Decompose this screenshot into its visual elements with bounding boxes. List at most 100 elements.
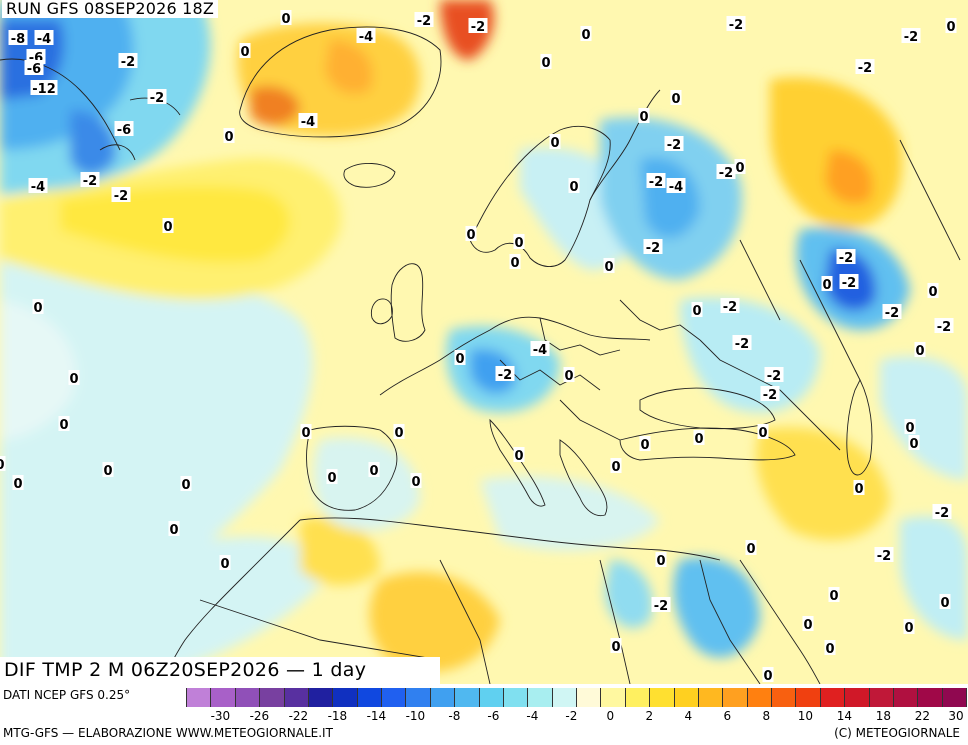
scale-tick-label: 8 <box>762 709 771 723</box>
contour-label: 0 <box>180 476 192 493</box>
svg-text:0: 0 <box>301 426 310 441</box>
svg-text:0: 0 <box>220 557 229 572</box>
svg-text:-4: -4 <box>37 32 51 47</box>
svg-text:0: 0 <box>854 482 863 497</box>
contour-label: 0 <box>610 638 622 655</box>
svg-text:0: 0 <box>514 449 523 464</box>
contour-label: 0 <box>223 128 235 145</box>
contour-label: -4 <box>666 178 686 195</box>
svg-text:0: 0 <box>541 56 550 71</box>
svg-text:-4: -4 <box>669 180 683 195</box>
contour-label: 0 <box>513 447 525 464</box>
svg-text:0: 0 <box>163 220 172 235</box>
color-swatch <box>625 688 651 707</box>
scale-tick-label: 30 <box>948 709 964 723</box>
svg-text:-2: -2 <box>877 549 891 564</box>
color-swatch <box>796 688 821 707</box>
contour-label: 0 <box>168 521 180 538</box>
svg-text:-2: -2 <box>729 18 743 33</box>
svg-text:0: 0 <box>569 180 578 195</box>
svg-text:0: 0 <box>940 596 949 611</box>
contour-label: 0 <box>745 540 757 557</box>
svg-text:-4: -4 <box>301 115 315 130</box>
contour-label: 0 <box>540 54 552 71</box>
scale-tick-label: -30 <box>210 709 231 723</box>
svg-text:0: 0 <box>915 344 924 359</box>
svg-text:-2: -2 <box>649 175 663 190</box>
svg-text:-8: -8 <box>11 32 25 47</box>
svg-text:-2: -2 <box>471 20 485 35</box>
contour-label: -2 <box>720 298 740 315</box>
svg-text:-2: -2 <box>114 189 128 204</box>
svg-text:0: 0 <box>466 228 475 243</box>
contour-label: 0 <box>828 587 840 604</box>
svg-text:0: 0 <box>103 464 112 479</box>
scale-tick-label: 18 <box>875 709 892 723</box>
scale-tick-label: -2 <box>565 709 578 723</box>
contour-label: 0 <box>939 594 951 611</box>
contour-label: 0 <box>757 424 769 441</box>
contour-label: -2 <box>111 187 131 204</box>
svg-text:0: 0 <box>564 369 573 384</box>
contour-label: 0 <box>326 469 338 486</box>
contour-label: -2 <box>651 597 671 614</box>
svg-text:0: 0 <box>763 669 772 684</box>
color-swatch <box>284 688 309 707</box>
color-swatch <box>235 688 261 707</box>
svg-text:-2: -2 <box>842 276 856 291</box>
svg-text:-12: -12 <box>32 82 56 97</box>
contour-label: -2 <box>147 89 167 106</box>
color-swatch <box>918 688 943 707</box>
contour-label: 0 <box>655 552 667 569</box>
svg-text:0: 0 <box>281 12 290 27</box>
contour-label: -4 <box>28 178 48 195</box>
color-swatch <box>674 688 699 707</box>
contour-label: -2 <box>934 318 954 335</box>
scale-tick-label: -18 <box>327 709 348 723</box>
svg-text:0: 0 <box>240 45 249 60</box>
svg-text:0: 0 <box>604 260 613 275</box>
contour-label: 0 <box>610 458 622 475</box>
color-swatch <box>308 688 334 707</box>
svg-text:-2: -2 <box>858 61 872 76</box>
contour-label: 0 <box>639 436 651 453</box>
svg-text:-2: -2 <box>885 306 899 321</box>
contour-label: -4 <box>34 30 54 47</box>
contour-label: -12 <box>30 80 58 97</box>
svg-text:0: 0 <box>640 438 649 453</box>
color-swatch <box>503 688 529 707</box>
scale-tick-label: -10 <box>405 709 426 723</box>
color-swatch <box>698 688 724 707</box>
scale-tick-label: 22 <box>914 709 931 723</box>
svg-text:-2: -2 <box>646 241 660 256</box>
footer-credit: MTG-GFS — ELABORAZIONE WWW.METEOGIORNALE… <box>3 726 333 740</box>
contour-label: -2 <box>716 164 736 181</box>
scale-tick-label: 6 <box>723 709 732 723</box>
contour-label: 0 <box>802 616 814 633</box>
svg-text:0: 0 <box>327 471 336 486</box>
scale-tick-label: 10 <box>797 709 814 723</box>
svg-text:-2: -2 <box>735 337 749 352</box>
contour-label: 0 <box>762 667 774 684</box>
contour-label: -2 <box>932 504 952 521</box>
svg-text:0: 0 <box>0 458 5 473</box>
svg-text:-6: -6 <box>27 62 41 77</box>
svg-text:0: 0 <box>904 621 913 636</box>
color-swatch <box>382 688 407 707</box>
contour-label: -2 <box>855 59 875 76</box>
svg-text:0: 0 <box>735 161 744 176</box>
color-swatch <box>942 688 967 707</box>
svg-text:0: 0 <box>909 437 918 452</box>
color-swatch <box>772 688 797 707</box>
svg-text:-2: -2 <box>719 166 733 181</box>
contour-label: 0 <box>0 456 6 473</box>
svg-text:-2: -2 <box>767 369 781 384</box>
contour-label: 0 <box>58 416 70 433</box>
color-swatch <box>455 688 480 707</box>
color-swatch <box>430 688 456 707</box>
svg-text:0: 0 <box>514 236 523 251</box>
svg-text:0: 0 <box>455 352 464 367</box>
scale-tick-label: -26 <box>249 709 270 723</box>
svg-text:-4: -4 <box>31 180 45 195</box>
contour-label: 0 <box>12 475 24 492</box>
